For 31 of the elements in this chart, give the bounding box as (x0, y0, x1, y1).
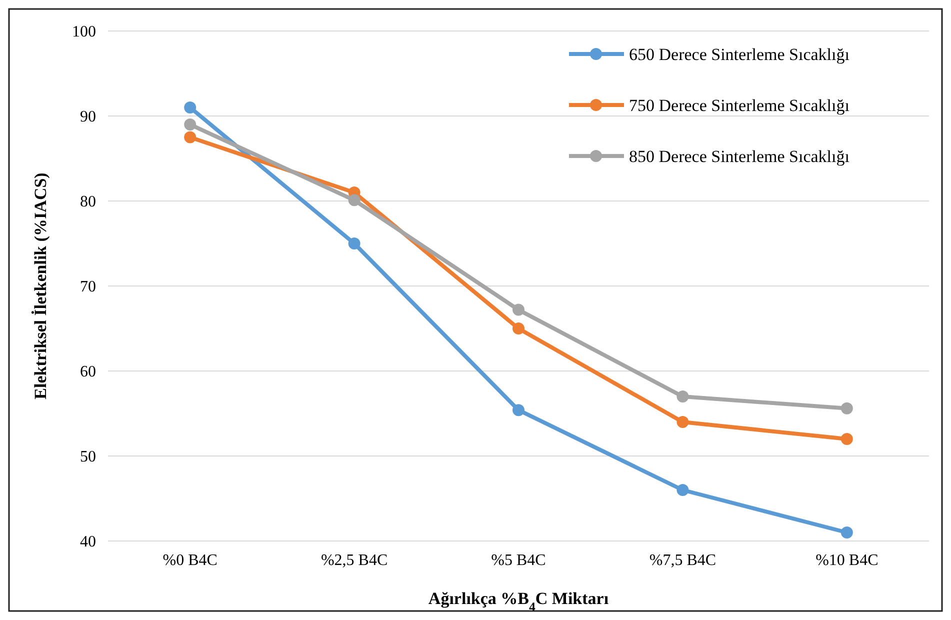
legend-label: 650 Derece Sinterleme Sıcaklığı (629, 44, 850, 64)
point (512, 322, 524, 334)
x-axis-title: Ağırlıkça %B$_{4}$C Miktarı (428, 589, 609, 614)
point (676, 390, 689, 402)
y-tick-label: 70 (80, 278, 96, 296)
point (840, 433, 853, 445)
legend-label: 750 Derece Sinterleme Sıcaklığı (629, 96, 850, 115)
y-axis-title: Elektriksel İletkenlik (%IACS) (31, 172, 50, 400)
y-tick-label: 40 (80, 534, 96, 551)
point (676, 484, 689, 496)
x-tick-label: %10 B4C (816, 552, 878, 569)
point (840, 526, 853, 538)
x-tick-label: %5 B4C (491, 552, 546, 569)
point (348, 238, 360, 250)
y-tick-label: 60 (80, 364, 96, 381)
point (512, 404, 524, 416)
y-tick-label: 80 (80, 194, 96, 211)
point (512, 304, 524, 316)
y-tick-label: 90 (80, 108, 96, 126)
point (840, 402, 853, 414)
point (184, 102, 196, 114)
point (676, 416, 689, 428)
y-tick-label: 50 (80, 448, 96, 466)
point (184, 131, 196, 144)
y-tick-label: 100 (72, 24, 96, 41)
x-tick-label: %0 B4C (162, 552, 218, 569)
point (184, 118, 196, 130)
x-tick-label: %7,5 B4C (649, 552, 716, 569)
x-tick-label: %2,5 B4C (320, 552, 388, 569)
point (348, 194, 360, 206)
legend-label: 850 Derece Sinterleme Sıcaklığı (629, 146, 850, 166)
